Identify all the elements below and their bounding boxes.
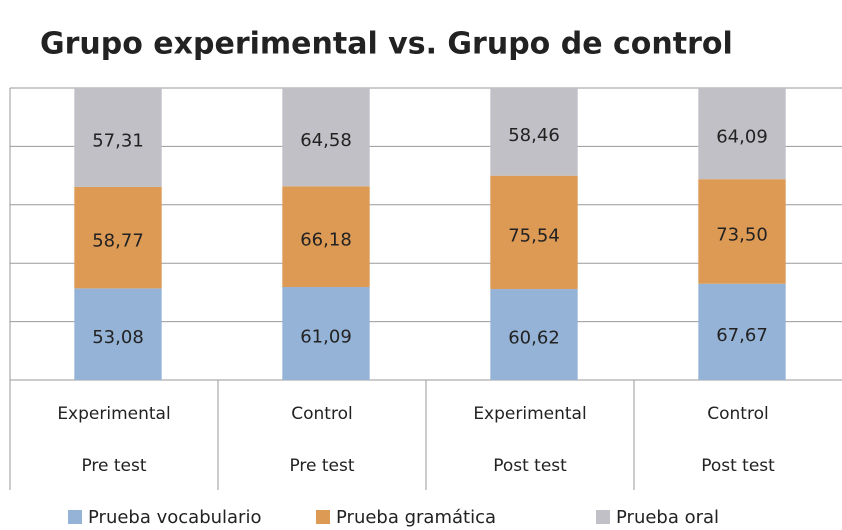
value-label: 58,46 <box>508 125 560 146</box>
x-tick-label: Experimental <box>57 404 170 424</box>
legend-label: Prueba gramática <box>336 507 496 528</box>
bar-segment <box>490 88 578 176</box>
value-label: 64,09 <box>716 127 768 148</box>
value-label: 57,31 <box>92 130 144 151</box>
value-label: 67,67 <box>716 325 768 346</box>
value-label: 53,08 <box>92 327 144 348</box>
chart-title: Grupo experimental vs. Grupo de control <box>40 27 733 62</box>
bar-segment <box>282 287 370 380</box>
value-label: 58,77 <box>92 231 144 252</box>
bar-segment <box>282 88 370 187</box>
value-label: 73,50 <box>716 224 768 245</box>
x-tick-label: Experimental <box>473 404 586 424</box>
bar-segment <box>74 288 162 380</box>
bar-segment <box>74 88 162 187</box>
value-label: 61,09 <box>300 327 352 348</box>
x-tick-label: Pre test <box>81 456 146 476</box>
bar-segment <box>698 283 786 380</box>
legend-label: Prueba vocabulario <box>88 507 261 528</box>
value-label: 64,58 <box>300 130 352 151</box>
x-tick-label: Post test <box>493 456 567 476</box>
bar-segment <box>490 175 578 290</box>
x-tick-label: Control <box>291 404 352 424</box>
x-tick-label: Post test <box>701 456 775 476</box>
bar-segment <box>74 186 162 289</box>
bar-segment <box>282 186 370 288</box>
x-tick-label: Control <box>707 404 768 424</box>
legend-label: Prueba oral <box>616 507 719 528</box>
bar-segment <box>490 289 578 380</box>
value-label: 60,62 <box>508 328 560 349</box>
value-label: 75,54 <box>508 225 560 246</box>
legend-swatch <box>68 510 82 524</box>
value-label: 66,18 <box>300 230 352 251</box>
bar-segment <box>698 88 786 180</box>
legend-swatch <box>316 510 330 524</box>
x-tick-label: Pre test <box>289 456 354 476</box>
bar-segment <box>698 179 786 284</box>
legend-swatch <box>596 510 610 524</box>
